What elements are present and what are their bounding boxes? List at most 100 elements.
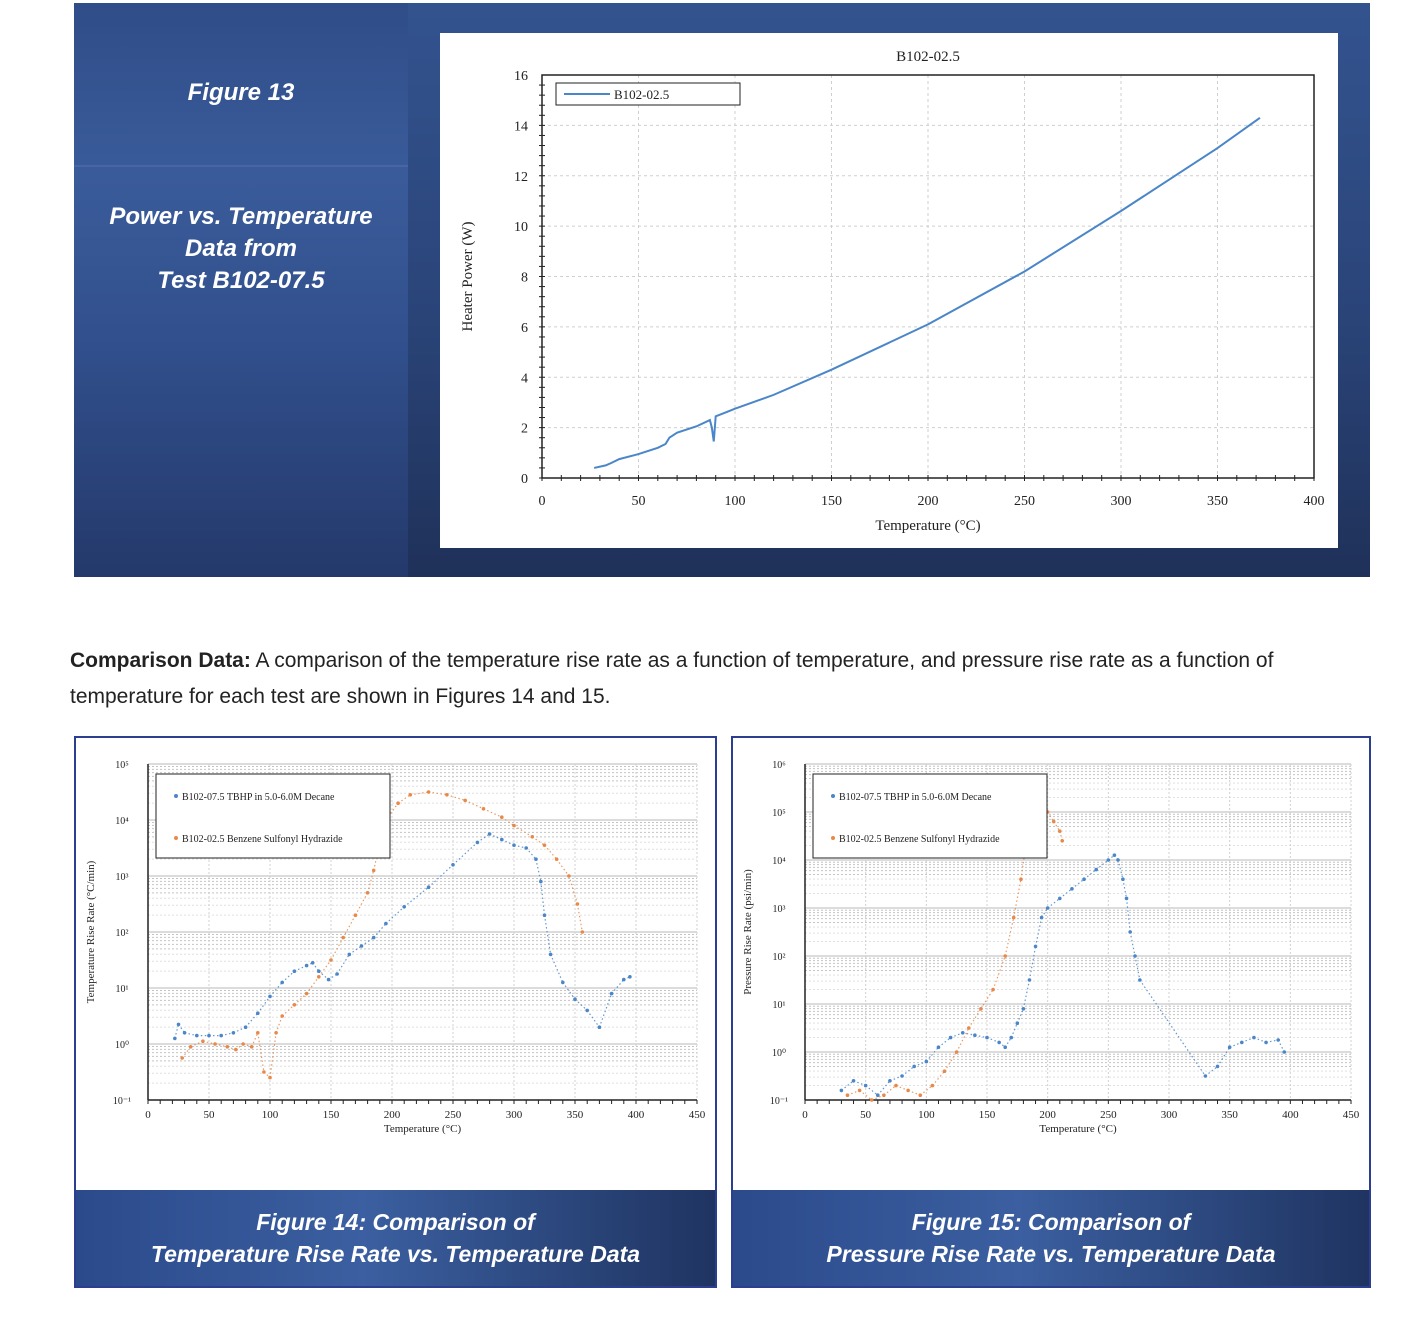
data-trace (477, 833, 490, 843)
y-tick-label: 10¹ (773, 1000, 786, 1011)
data-trace (853, 1080, 866, 1087)
data-point (930, 1083, 935, 1088)
data-trace (944, 1051, 958, 1072)
data-trace (373, 923, 387, 938)
x-tick-label: 300 (1161, 1109, 1178, 1121)
x-tick-label: 0 (802, 1109, 808, 1121)
data-trace (847, 1089, 860, 1096)
data-trace (1134, 955, 1141, 981)
data-trace (562, 982, 576, 1000)
y-tick-label: 10³ (116, 872, 129, 883)
data-trace (1117, 859, 1124, 880)
y-tick-label: 10⁶ (772, 760, 786, 771)
y-tick-label: 12 (514, 170, 528, 185)
data-trace (576, 903, 583, 933)
data-trace (306, 962, 313, 967)
y-tick-label: 10⁻¹ (113, 1096, 131, 1107)
data-point (628, 975, 632, 979)
data-trace (1139, 979, 1206, 1077)
data-trace (611, 979, 625, 994)
data-trace (294, 965, 307, 972)
data-trace (263, 1071, 271, 1079)
x-tick-label: 250 (1100, 1109, 1117, 1121)
data-trace (1016, 1008, 1024, 1024)
y-tick-label: 10⁻¹ (770, 1096, 788, 1107)
comparison-label: Comparison Data: (70, 649, 251, 672)
data-trace (1041, 907, 1049, 918)
data-trace (385, 906, 405, 925)
data-trace (841, 1080, 854, 1091)
y-tick-label: 10⁵ (115, 760, 129, 771)
temperature-rise-rate-chart: 10⁻¹ 10⁰ 10¹ 10² 10³ 10⁴ 10⁵ 0 50 100 150 200 250 300… (85, 760, 706, 1135)
data-trace (281, 970, 295, 983)
data-trace (540, 881, 546, 916)
data-trace (245, 1012, 259, 1028)
data-trace (568, 875, 579, 905)
data-trace (574, 998, 588, 1011)
data-trace (513, 844, 527, 849)
data-trace (385, 802, 399, 821)
data-trace (1125, 898, 1131, 933)
data-trace (1095, 859, 1109, 871)
x-tick-label: 250 (445, 1109, 462, 1121)
data-trace (312, 962, 320, 972)
data-trace (865, 1085, 879, 1096)
data-trace (328, 973, 338, 981)
data-trace (501, 816, 515, 827)
data-trace (556, 858, 570, 877)
data-trace (410, 791, 429, 796)
data-trace (1010, 1022, 1018, 1038)
x-tick-label: 0 (145, 1109, 151, 1121)
x-tick-label: 50 (204, 1109, 216, 1121)
legend-box (155, 773, 391, 859)
data-trace (221, 1032, 234, 1037)
figure-14-caption: Figure 14: Comparison of Temperature Ris… (76, 1190, 715, 1286)
data-trace (318, 959, 332, 978)
y-tick-label: 6 (521, 321, 528, 336)
data-trace (306, 976, 320, 994)
power-vs-temperature-chart: 0 50 100 150 200 250 300 350 400 0 2 4 6 8 10 12 14 16 B10… (460, 49, 1325, 534)
data-trace (336, 954, 350, 975)
data-trace (1129, 931, 1136, 957)
data-trace (956, 1027, 970, 1053)
figure-15-panel: 10⁻¹ 10⁰ 10¹ 10² 10³ 10⁴ 10⁵ 10⁶ 0 50 100 150 200 250… (731, 736, 1371, 1288)
x-tick-label: 450 (689, 1109, 706, 1121)
data-trace (544, 844, 558, 860)
legend-swatch (174, 794, 178, 798)
data-trace (931, 1070, 945, 1086)
data-trace (1241, 1037, 1255, 1043)
data-trace (235, 1043, 244, 1051)
data-trace (586, 1010, 600, 1028)
x-tick-label: 50 (632, 494, 646, 509)
data-point (1019, 877, 1023, 881)
data-trace (1253, 1037, 1267, 1043)
data-trace (901, 1065, 915, 1077)
figure-13-sidebar: Figure 13 Power vs. Temperature Data fro… (74, 3, 408, 577)
data-point (234, 1047, 238, 1052)
data-trace (257, 1032, 265, 1073)
x-tick-label: 200 (918, 494, 939, 509)
data-trace (1071, 878, 1085, 890)
data-trace (1059, 888, 1073, 899)
data-trace (986, 1037, 1000, 1043)
legend-box (555, 82, 741, 106)
data-trace (281, 1004, 295, 1017)
data-trace (531, 836, 545, 846)
data-trace (1205, 1065, 1218, 1077)
data-trace (403, 886, 429, 908)
data-trace (227, 1046, 237, 1051)
data-trace (361, 937, 375, 947)
figure-13-title: Figure 13 (187, 79, 295, 106)
data-trace (883, 1085, 897, 1096)
data-point (1060, 839, 1065, 843)
y-tick-label: 10⁰ (772, 1048, 786, 1059)
x-tick-label: 100 (918, 1109, 935, 1121)
x-tick-label: 150 (979, 1109, 996, 1121)
legend-label: B102-02.5 (614, 87, 669, 102)
data-trace (623, 976, 631, 981)
y-tick-label: 14 (514, 119, 528, 134)
data-trace (269, 1032, 277, 1078)
data-trace (178, 1024, 186, 1034)
data-trace (452, 841, 478, 866)
data-trace (1028, 946, 1037, 981)
